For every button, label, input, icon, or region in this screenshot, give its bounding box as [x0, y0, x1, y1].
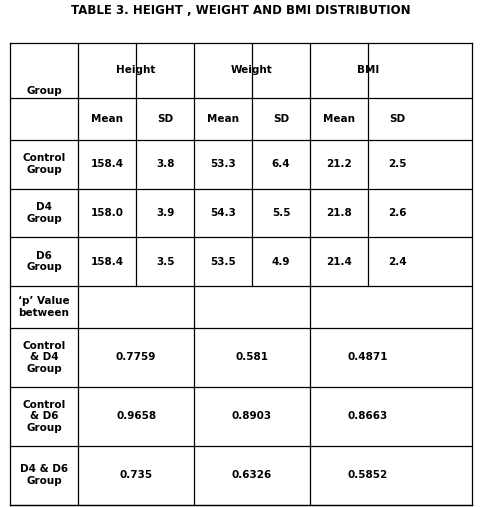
Text: 0.8663: 0.8663 — [348, 411, 388, 421]
Text: SD: SD — [389, 114, 405, 124]
Text: 53.5: 53.5 — [210, 257, 236, 267]
Text: 0.6326: 0.6326 — [232, 470, 272, 480]
Text: 2.4: 2.4 — [388, 257, 406, 267]
Text: Group: Group — [26, 86, 62, 96]
Text: 0.735: 0.735 — [120, 470, 153, 480]
Text: 0.581: 0.581 — [236, 352, 268, 363]
Text: D6
Group: D6 Group — [26, 251, 62, 272]
Text: 54.3: 54.3 — [210, 208, 236, 218]
Text: Control
& D6
Group: Control & D6 Group — [22, 400, 66, 433]
Text: 3.5: 3.5 — [156, 257, 174, 267]
Text: 0.8903: 0.8903 — [232, 411, 272, 421]
Text: 6.4: 6.4 — [272, 159, 290, 169]
Text: 0.5852: 0.5852 — [348, 470, 388, 480]
Text: 2.6: 2.6 — [388, 208, 406, 218]
Text: 0.4871: 0.4871 — [348, 352, 388, 363]
Text: 2.5: 2.5 — [388, 159, 406, 169]
Text: Control
Group: Control Group — [22, 154, 66, 175]
Text: BMI: BMI — [357, 65, 379, 75]
Text: 3.9: 3.9 — [156, 208, 174, 218]
Text: 21.2: 21.2 — [326, 159, 352, 169]
Text: Mean: Mean — [207, 114, 239, 124]
Text: TABLE 3. HEIGHT , WEIGHT AND BMI DISTRIBUTION: TABLE 3. HEIGHT , WEIGHT AND BMI DISTRIB… — [71, 4, 411, 17]
Text: Height: Height — [117, 65, 156, 75]
Text: 158.0: 158.0 — [91, 208, 123, 218]
Text: 53.3: 53.3 — [210, 159, 236, 169]
Text: SD: SD — [273, 114, 289, 124]
Text: 21.8: 21.8 — [326, 208, 352, 218]
Text: Mean: Mean — [323, 114, 355, 124]
Text: 158.4: 158.4 — [91, 257, 124, 267]
Text: D4
Group: D4 Group — [26, 202, 62, 224]
Text: 158.4: 158.4 — [91, 159, 124, 169]
Text: 0.9658: 0.9658 — [116, 411, 156, 421]
Text: Control
& D4
Group: Control & D4 Group — [22, 341, 66, 374]
Text: Weight: Weight — [231, 65, 273, 75]
Text: Mean: Mean — [91, 114, 123, 124]
Text: 4.9: 4.9 — [272, 257, 290, 267]
Text: D4 & D6
Group: D4 & D6 Group — [20, 464, 68, 486]
Text: SD: SD — [157, 114, 173, 124]
Text: 21.4: 21.4 — [326, 257, 352, 267]
Text: 3.8: 3.8 — [156, 159, 174, 169]
Text: 0.7759: 0.7759 — [116, 352, 156, 363]
Text: ‘p’ Value
between: ‘p’ Value between — [18, 296, 70, 318]
Text: 5.5: 5.5 — [272, 208, 290, 218]
